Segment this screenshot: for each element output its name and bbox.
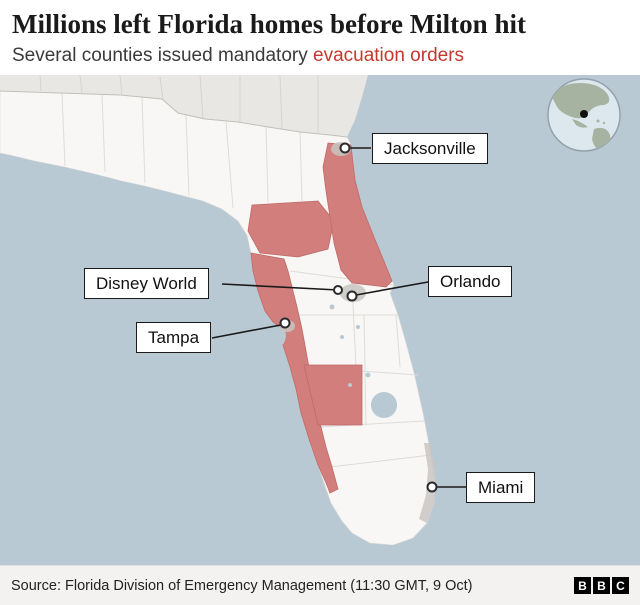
header: Millions left Florida homes before Milto…	[0, 0, 640, 75]
city-dot-orlando	[346, 290, 358, 302]
evacuation-counties	[247, 142, 393, 494]
bbc-logo-letter: C	[612, 577, 629, 594]
bbc-logo-letter: B	[574, 577, 591, 594]
subtitle-highlight: evacuation orders	[313, 45, 465, 67]
callout-lines	[211, 147, 466, 488]
globe-location-dot	[580, 110, 588, 118]
map-label-miami: Miami	[466, 472, 536, 504]
neighbor-landmass	[0, 75, 368, 137]
locator-globe-icon	[547, 78, 621, 152]
city-dot-miami	[426, 481, 438, 493]
map-label-tampa: Tampa	[136, 322, 212, 354]
subtitle-text: Several counties issued mandatory	[12, 45, 313, 67]
city-dot-disney-world	[333, 285, 343, 295]
lake-okeechobee	[371, 392, 397, 418]
source-attribution: Source: Florida Division of Emergency Ma…	[11, 577, 473, 594]
city-dots	[279, 142, 438, 493]
map-label-orlando: Orlando	[428, 266, 513, 298]
lakes	[329, 304, 397, 418]
bbc-logo: B B C	[574, 577, 629, 594]
tampa-bay	[272, 328, 286, 348]
florida-map: Jacksonville Disney World Orlando Tampa …	[0, 75, 640, 565]
state-border	[0, 90, 348, 138]
map-canvas	[0, 75, 640, 565]
subtitle: Several counties issued mandatory evacua…	[12, 45, 628, 68]
bbc-logo-letter: B	[593, 577, 610, 594]
footer: Source: Florida Division of Emergency Ma…	[0, 565, 640, 605]
map-label-jacksonville: Jacksonville	[372, 133, 488, 165]
city-dot-tampa	[279, 317, 291, 329]
city-dot-jacksonville	[339, 142, 351, 154]
map-label-disney-world: Disney World	[84, 268, 209, 300]
page-title: Millions left Florida homes before Milto…	[12, 9, 526, 39]
